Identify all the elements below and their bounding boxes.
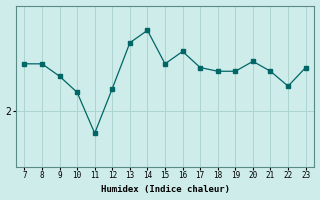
X-axis label: Humidex (Indice chaleur): Humidex (Indice chaleur)	[100, 185, 229, 194]
